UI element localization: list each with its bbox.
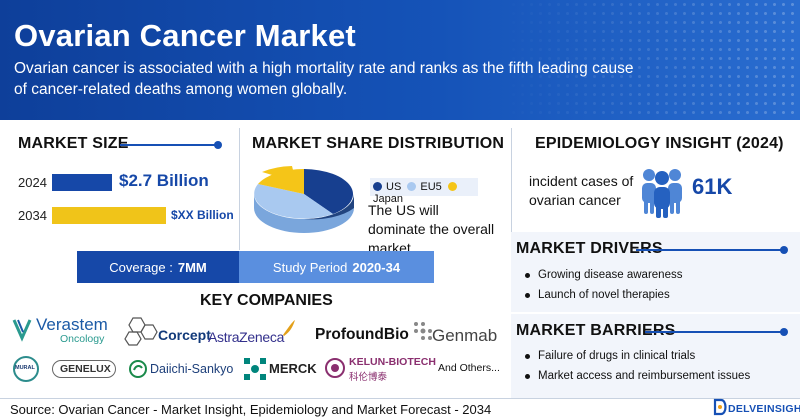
market-size-year-2034: 2034 <box>18 208 47 223</box>
legend-eu5-swatch <box>407 182 417 191</box>
market-drivers-panel <box>511 232 800 312</box>
market-barrier-item: Market access and reimbursement issues <box>524 370 751 382</box>
market-size-year-2024: 2024 <box>18 175 47 190</box>
company-verastem: Verastem <box>36 315 108 334</box>
coverage-label: Coverage : <box>109 259 173 275</box>
market-size-value-2024: $2.7 Billion <box>119 171 209 190</box>
company-kelun-biotech-cn: 科伦博泰 <box>349 372 388 383</box>
market-size-bar-2024 <box>52 174 112 191</box>
study-period-box: Study Period 2020-34 <box>239 251 434 283</box>
market-share-pie-chart <box>254 166 354 233</box>
key-companies-title: KEY COMPANIES <box>200 292 333 309</box>
study-period-value: 2020-34 <box>352 259 401 275</box>
legend-eu5-label: EU5 <box>420 181 442 193</box>
company-verastem-sub: Oncology <box>60 333 105 345</box>
market-size-bar-2034 <box>52 207 166 224</box>
page-title: Ovarian Cancer Market <box>14 18 356 53</box>
market-driver-item: Launch of novel therapies <box>525 289 670 301</box>
market-size-value-2034: $XX Billion <box>171 208 234 222</box>
daiichi-sankyo-logo-icon <box>129 360 147 378</box>
merck-logo-icon <box>244 358 266 380</box>
market-size-underline <box>120 141 222 149</box>
market-share-legend: US EU5 Japan <box>370 178 478 205</box>
company-genmab: Genmab <box>432 326 498 345</box>
company-genelux: GENELUX <box>60 363 111 375</box>
epidemiology-label: incident cases of ovarian cancer <box>529 173 634 208</box>
coverage-box: Coverage : 7MM <box>77 251 239 283</box>
legend-us-label: US <box>386 181 402 193</box>
legend-japan-label: Japan <box>373 193 403 205</box>
company-corcept: Corcept <box>158 327 211 343</box>
kelun-biotech-logo-icon <box>325 358 345 378</box>
verastem-logo-icon <box>12 319 32 342</box>
market-share-title: MARKET SHARE DISTRIBUTION <box>252 135 505 152</box>
study-period-label: Study Period <box>272 259 348 275</box>
epidemiology-title: EPIDEMIOLOGY INSIGHT (2024) <box>535 135 784 152</box>
genmab-dots-icon <box>414 322 432 340</box>
footer-source: Source: Ovarian Cancer - Market Insight,… <box>10 402 492 417</box>
divider-1 <box>239 128 240 250</box>
company-merck: MERCK <box>269 361 317 376</box>
genelux-logo-border <box>52 360 116 378</box>
company-and-others: And Others... <box>438 362 500 374</box>
footer <box>0 398 800 420</box>
market-drivers-title: MARKET DRIVERS <box>516 240 663 257</box>
market-size-title: MARKET SIZE <box>18 135 129 152</box>
dot-pattern <box>500 0 800 120</box>
market-driver-item: Growing disease awareness <box>524 269 683 281</box>
market-barriers-underline <box>645 328 788 336</box>
divider-2 <box>511 128 512 232</box>
astrazeneca-swirl-icon <box>283 320 295 336</box>
company-profoundbio: ProfoundBio <box>315 326 409 343</box>
company-mural: MURAL <box>15 365 35 371</box>
epidemiology-value: 61K <box>692 174 733 199</box>
market-drivers-underline <box>636 246 788 254</box>
market-barrier-item: Failure of drugs in clinical trials <box>524 350 696 362</box>
company-astrazeneca: AstraZeneca <box>208 329 285 345</box>
header-banner <box>0 0 800 120</box>
footer-brand: DELVEINSIGHT <box>728 403 800 415</box>
page-subtitle: Ovarian cancer is associated with a high… <box>14 60 634 98</box>
coverage-value: 7MM <box>177 259 207 275</box>
market-barriers-panel <box>511 314 800 398</box>
people-icon <box>642 169 682 218</box>
company-daiichi-sankyo: Daiichi-Sankyo <box>150 362 234 376</box>
delveinsight-logo-icon <box>713 398 727 416</box>
company-kelun-biotech: KELUN-BIOTECH <box>349 356 436 368</box>
market-barriers-title: MARKET BARRIERS <box>516 322 676 339</box>
legend-japan-swatch <box>447 182 457 191</box>
market-share-note: The US will dominate the overall market. <box>368 202 495 256</box>
legend-us-swatch <box>373 182 382 191</box>
mural-logo-icon <box>13 356 39 382</box>
corcept-hexagon-icon <box>124 317 158 346</box>
